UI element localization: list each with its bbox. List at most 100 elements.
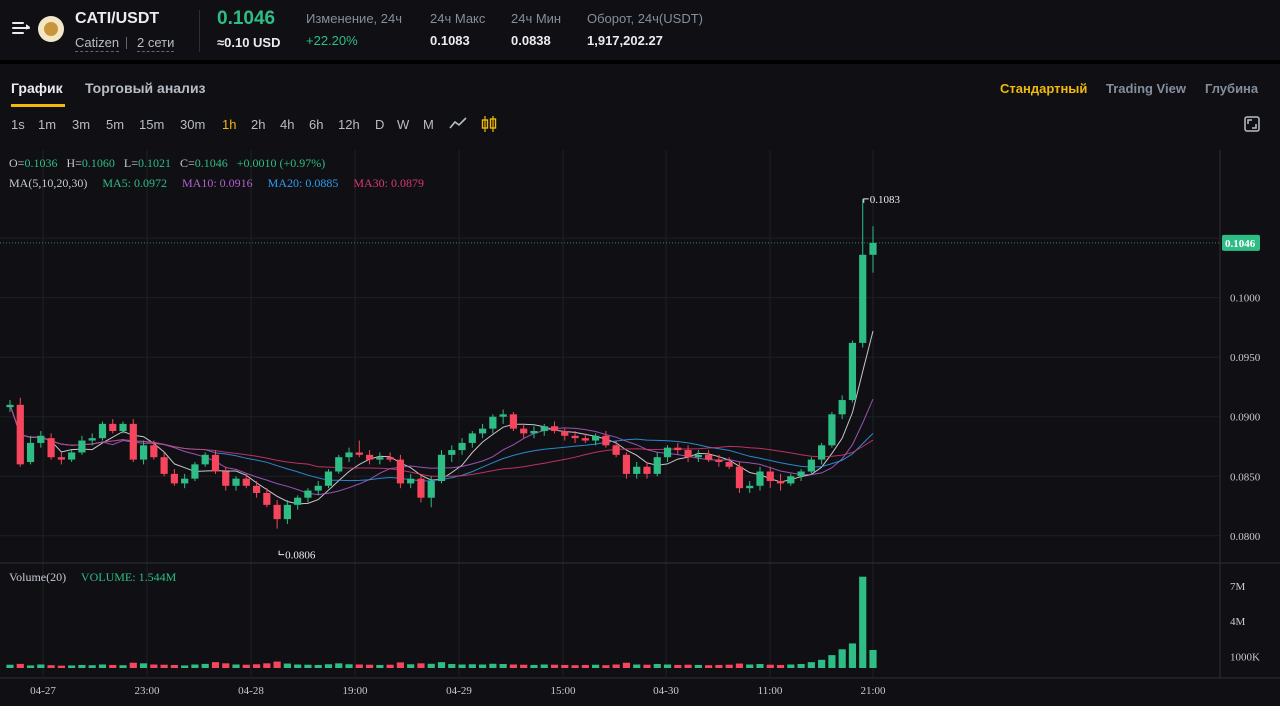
volume-bar [222,663,230,668]
tf-3m[interactable]: 3m [72,117,91,132]
tf-d[interactable]: D [375,117,385,132]
volume-bar [365,664,374,668]
volume-bar [68,665,76,668]
candle-body [181,478,189,484]
candle-body [335,457,343,472]
volume-bar [201,663,209,668]
volume-bar [725,664,733,668]
volume-bar [859,576,867,668]
candle-body [520,428,528,434]
price-tick-label: 0.0850 [1230,471,1261,483]
tab-trading-analysis[interactable]: Торговый анализ [85,80,206,96]
tf-12h[interactable]: 12h [338,117,360,132]
low-marker-label: 0.0806 [285,550,316,562]
candle-body [633,466,641,474]
menu-icon[interactable] [12,20,30,36]
volume-bar [283,663,291,668]
candle-body [365,454,374,460]
volume-bar [848,643,857,668]
open-value: 0.1036 [24,156,58,170]
tf-5m[interactable]: 5m [106,117,125,132]
candle-body [756,471,764,486]
header-separator [0,60,1280,64]
candle-body [98,423,107,439]
volume-bar [109,664,117,668]
volume-bar [160,664,168,668]
stat-change-value: +22.20% [306,33,358,48]
tf-15m[interactable]: 15m [139,117,165,132]
volume-bar [612,664,620,668]
candle-body [191,464,199,479]
tf-1h[interactable]: 1h [222,117,237,132]
tf-2h[interactable]: 2h [251,117,266,132]
volume-bar [458,664,466,668]
candle-body [26,442,35,462]
candle-body [612,445,620,455]
volume-bar [119,665,127,668]
coin-logo-icon [38,16,64,42]
pair-title[interactable]: CATI/USDT [75,10,160,27]
volume-bar [26,665,35,668]
tf-6h[interactable]: 6h [309,117,324,132]
volume-bar [191,664,199,668]
volume-bar [16,663,24,668]
time-tick-label: 19:00 [342,685,368,697]
volume-bar [294,664,302,668]
tab-chart[interactable]: График [11,80,63,96]
ohlc-legend: O=0.1036 H=0.1060 L=0.1021 C=0.1046 +0.0… [9,156,325,171]
stat-turnover-label: Оборот, 24ч(USDT) [587,11,703,26]
candle-body [68,452,76,460]
volume-bar [47,665,55,668]
tf-1s[interactable]: 1s [11,117,25,132]
networks-link[interactable]: 2 сети [137,35,175,52]
candle-body [57,457,65,460]
volume-bar [643,664,651,668]
volume-bar [828,655,836,668]
volume-bar [694,664,702,668]
tab-standard[interactable]: Стандартный [1000,81,1088,96]
candle-body [232,478,240,486]
volume-bar [838,649,846,668]
candle-body [561,431,569,436]
volume-bar [78,664,86,668]
candle-body [37,435,45,443]
candlestick-icon[interactable] [481,115,497,133]
tf-m[interactable]: M [423,117,434,132]
tf-w[interactable]: W [397,117,410,132]
volume-bar [684,664,692,668]
volume-bar [602,665,610,668]
usd-price: ≈0.10 USD [217,35,281,50]
candle-body [78,440,86,453]
high-label: H= [66,156,82,170]
tf-30m[interactable]: 30m [180,117,206,132]
tab-depth[interactable]: Глубина [1205,81,1259,96]
tab-tradingview[interactable]: Trading View [1106,81,1186,96]
candle-body [47,438,55,458]
candle-body [715,459,723,462]
coin-name[interactable]: Catizen [75,35,120,52]
candle-body [725,461,733,467]
candle-body [653,457,661,474]
ma-title: MA(5,10,20,30) [9,176,88,190]
tf-1m[interactable]: 1m [38,117,57,132]
time-tick-label: 11:00 [758,685,783,697]
tab-chart-underline [11,104,65,107]
candle-body [458,442,466,451]
tf-4h[interactable]: 4h [280,117,295,132]
candle-body [807,459,815,472]
candle-body [386,457,394,460]
candle-body [396,459,405,484]
line-chart-icon[interactable] [449,116,467,132]
expand-icon[interactable] [1244,116,1260,132]
candle-body [674,447,682,451]
candle-body [622,454,631,474]
candle-body [694,454,702,458]
volume-value: VOLUME: 1.544M [80,570,177,584]
volume-bar [499,664,507,668]
candle-body [437,454,446,482]
ma10-value: MA10: 0.0916 [182,176,253,190]
candlestick-chart[interactable]: 0.08000.08500.09000.09500.10000.10500.10… [0,150,1280,706]
volume-bar [653,664,661,668]
volume-bar [139,663,148,668]
close-value: 0.1046 [194,156,228,170]
